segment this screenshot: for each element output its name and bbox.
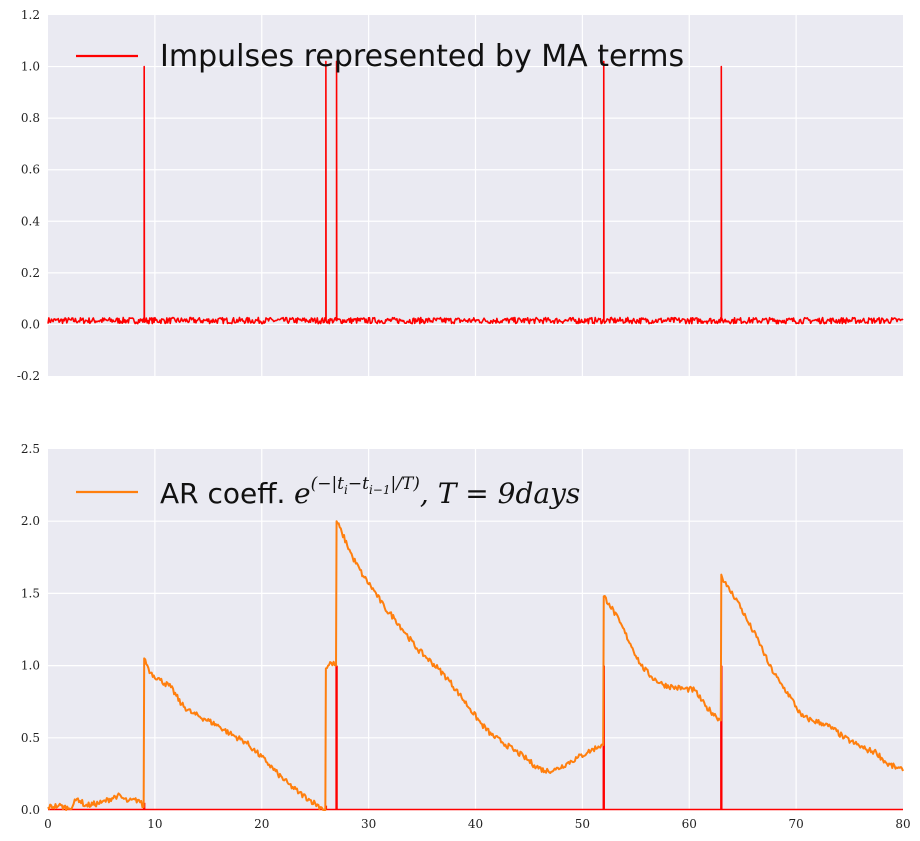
y-tick-label: 1.0 [21, 60, 40, 74]
impulse-legend-label: Impulses represented by MA terms [160, 39, 684, 74]
ar-panel-grid [48, 449, 903, 810]
y-tick-label: 1.0 [21, 659, 40, 673]
impulse-panel-y-tick-labels: -0.2 0.0 0.2 0.4 0.6 0.8 1.0 1.2 [17, 8, 40, 383]
x-tick-label: 80 [895, 817, 910, 831]
x-tick-label: 60 [682, 817, 697, 831]
ar-panel-x-tick-labels: 0 10 20 30 40 50 60 70 80 [44, 817, 910, 831]
ar-legend-label: AR coeff. [160, 477, 285, 510]
ar-panel-marks [47, 520, 904, 811]
x-tick-label: 10 [147, 817, 162, 831]
y-tick-label: 0.0 [21, 803, 40, 817]
impulse-legend: Impulses represented by MA terms [76, 39, 684, 74]
impulse-series-line [47, 60, 904, 325]
x-tick-label: 40 [468, 817, 483, 831]
impulse-panel: -0.2 0.0 0.2 0.4 0.6 0.8 1.0 1.2 Impulses repre… [17, 8, 904, 383]
ar-panel-y-tick-labels: 0.0 0.5 1.0 1.5 2.0 2.5 [21, 442, 40, 817]
y-tick-label: 0.5 [21, 731, 40, 745]
y-tick-label: 0.6 [21, 163, 40, 177]
y-tick-label: -0.2 [17, 369, 40, 383]
y-tick-label: 1.2 [21, 8, 40, 22]
y-tick-label: 0.4 [21, 214, 40, 228]
ar-legend-math: e(−|ti−ti−1|/T), T = 9days [294, 474, 580, 510]
y-tick-label: 1.5 [21, 586, 40, 600]
x-tick-label: 0 [44, 817, 52, 831]
x-tick-label: 30 [361, 817, 376, 831]
x-tick-label: 20 [254, 817, 269, 831]
ar-legend: AR coeff. e(−|ti−ti−1|/T), T = 9days [76, 474, 580, 510]
y-tick-label: 0.8 [21, 111, 40, 125]
y-tick-label: 2.5 [21, 442, 40, 456]
ar-panel: 0.0 0.5 1.0 1.5 2.0 2.5 0 10 20 30 40 50 60 70 80 AR … [21, 442, 911, 831]
impulse-panel-marks [47, 60, 904, 325]
y-tick-label: 2.0 [21, 514, 40, 528]
x-tick-label: 50 [575, 817, 590, 831]
y-tick-label: 0.0 [21, 317, 40, 331]
ar-coefficient-line [47, 520, 904, 811]
y-tick-label: 0.2 [21, 266, 40, 280]
impulse-panel-grid [48, 15, 903, 376]
x-tick-label: 70 [788, 817, 803, 831]
